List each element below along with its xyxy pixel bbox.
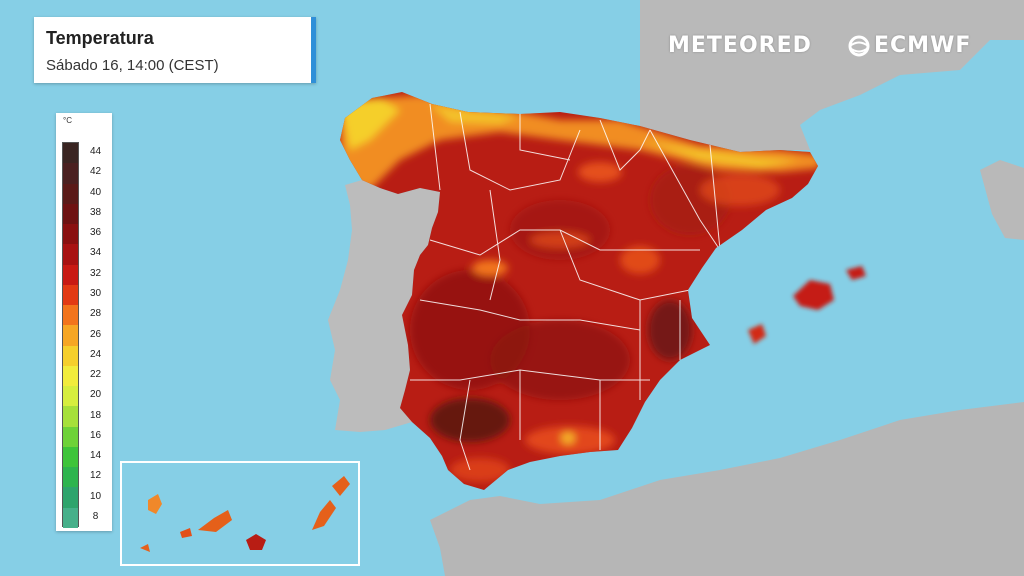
legend-swatch (63, 244, 78, 266)
legend-tick-label: 40 (89, 186, 102, 198)
land-africa (430, 402, 1024, 576)
legend-tick-label: 26 (89, 328, 102, 340)
ecmwf-logo: ECMWF (846, 33, 971, 58)
balearic-islands (748, 266, 866, 344)
legend-swatch (63, 305, 78, 326)
legend-tick-label: 44 (89, 146, 102, 158)
ecmwf-label: ECMWF (874, 33, 972, 58)
legend-tick-label: 30 (89, 287, 102, 299)
legend-tick-label: 14 (89, 450, 102, 462)
legend-tick-label: 28 (89, 308, 102, 320)
meteored-logo: METEORED (668, 33, 812, 58)
map-title: Temperatura (46, 28, 154, 48)
legend-swatch (63, 345, 78, 367)
legend-tick-label: 42 (89, 166, 102, 178)
legend-tick-label: 12 (89, 470, 102, 482)
legend-swatch (63, 325, 78, 347)
legend-unit: °C (63, 116, 72, 125)
land-france (640, 0, 1024, 152)
legend-tick-label: 22 (89, 369, 102, 381)
land-italy-corsica (980, 160, 1024, 240)
legend-swatch (63, 507, 78, 529)
legend-tick-label: 8 (92, 510, 99, 522)
legend-swatch (63, 426, 78, 448)
legend-tick-label: 38 (89, 206, 102, 218)
legend-swatch (63, 183, 78, 205)
legend-swatch (63, 224, 78, 245)
legend-swatch (63, 487, 78, 509)
legend-tick-label: 34 (89, 247, 102, 259)
canary-islands-inset-frame (120, 461, 360, 566)
legend-swatch (63, 203, 78, 225)
temperature-legend: °C 44 42 40 38 36 34 32 30 28 26 24 22 20 18 16 14 12 10 8 (56, 113, 112, 531)
legend-tick-label: 16 (89, 429, 102, 441)
legend-swatch (63, 406, 78, 428)
legend-tick-label: 36 (89, 227, 102, 239)
legend-swatch (63, 264, 78, 286)
legend-swatch (63, 143, 78, 164)
legend-swatch (63, 446, 78, 468)
title-panel: Temperatura Sábado 16, 14:00 (CEST) (34, 17, 316, 83)
legend-swatch (63, 365, 78, 387)
map-timestamp: Sábado 16, 14:00 (CEST) (46, 57, 219, 74)
legend-swatch (63, 284, 78, 306)
legend-swatch (63, 467, 78, 488)
legend-tick-label: 24 (89, 348, 102, 360)
legend-tick-label: 32 (89, 267, 102, 279)
ecmwf-swirl-icon (848, 35, 870, 56)
legend-swatch (63, 386, 78, 407)
canary-islands (140, 476, 350, 552)
legend-tick-label: 20 (89, 389, 102, 401)
land-portugal (328, 180, 440, 432)
legend-color-bar (62, 142, 79, 529)
legend-tick-label: 10 (89, 490, 102, 502)
legend-swatch (63, 163, 78, 184)
legend-tick-label: 18 (89, 409, 102, 421)
